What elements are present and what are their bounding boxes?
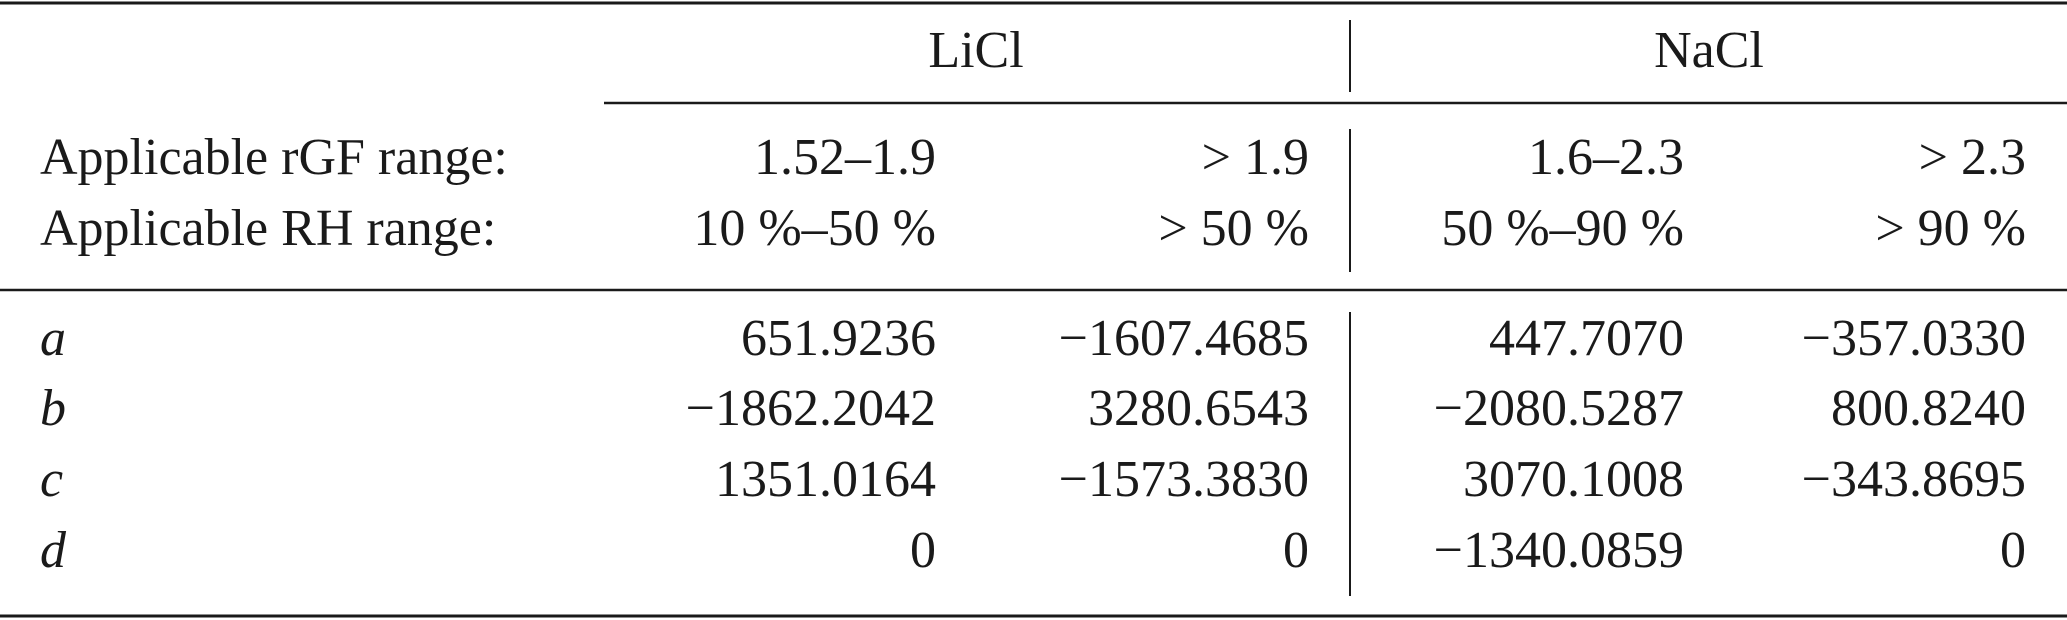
cell: −1607.4685 <box>1059 310 1309 367</box>
cell: > 1.9 <box>1202 129 1309 186</box>
group-header: NaCl <box>1654 22 1764 79</box>
group-header: LiCl <box>928 22 1023 79</box>
cell: 1.52–1.9 <box>754 129 936 186</box>
cell: > 50 % <box>1158 200 1309 257</box>
cell: −1573.3830 <box>1059 451 1309 508</box>
row-label: a <box>40 310 66 367</box>
cell: 0 <box>2000 522 2026 579</box>
cell: −2080.5287 <box>1434 380 1684 437</box>
cell: −1862.2042 <box>686 380 936 437</box>
cell: 10 %–50 % <box>693 200 936 257</box>
row-label: b <box>40 380 66 437</box>
cell: 1351.0164 <box>715 451 936 508</box>
cell: 3070.1008 <box>1463 451 1684 508</box>
cell: 50 %–90 % <box>1441 200 1684 257</box>
row-label: Applicable RH range: <box>40 200 496 257</box>
cell: 800.8240 <box>1831 380 2026 437</box>
cell: 651.9236 <box>741 310 936 367</box>
cell: −357.0330 <box>1802 310 2026 367</box>
cell: 3280.6543 <box>1088 380 1309 437</box>
cell: 447.7070 <box>1489 310 1684 367</box>
cell: −343.8695 <box>1802 451 2026 508</box>
row-label: c <box>40 451 63 508</box>
row-label: d <box>40 522 67 579</box>
cell: 1.6–2.3 <box>1528 129 1684 186</box>
cell: 0 <box>1283 522 1309 579</box>
cell: > 2.3 <box>1919 129 2026 186</box>
cell: −1340.0859 <box>1434 522 1684 579</box>
cell: > 90 % <box>1875 200 2026 257</box>
row-label: Applicable rGF range: <box>40 129 508 186</box>
cell: 0 <box>910 522 936 579</box>
